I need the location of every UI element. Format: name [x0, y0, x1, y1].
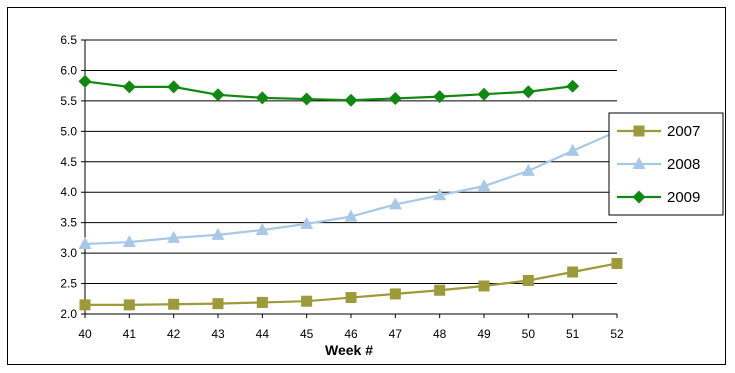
x-tick-label: 44: [256, 327, 270, 341]
series-line-2008: [84, 130, 618, 246]
data-point-2007: [611, 257, 623, 269]
y-tick-label: 2.0: [60, 307, 77, 321]
data-point-2007: [567, 266, 579, 278]
data-point-2008: [78, 236, 92, 249]
legend-marker-2007: [633, 125, 645, 137]
x-axis-title: Week #: [325, 342, 373, 358]
x-tick-label: 52: [610, 327, 624, 341]
x-tick-label: 50: [522, 327, 536, 341]
data-point-2009: [255, 91, 269, 105]
data-point-2008: [211, 227, 225, 240]
data-point-2007: [256, 296, 268, 308]
data-point-2007: [301, 295, 313, 307]
y-tick-label: 4.0: [60, 185, 77, 199]
data-point-2009: [78, 74, 92, 88]
data-point-2008: [167, 230, 181, 243]
legend-label: 2008: [667, 156, 700, 173]
x-tick-label: 47: [389, 327, 403, 341]
legend-marker-2009: [632, 190, 646, 204]
data-point-2009: [344, 93, 358, 107]
y-tick-label: 6.0: [60, 63, 77, 77]
data-point-2009: [388, 91, 402, 105]
data-point-2007: [478, 280, 490, 292]
data-point-2008: [255, 222, 269, 235]
data-point-2008: [521, 163, 535, 176]
gridlines: [85, 39, 617, 315]
y-tick-label: 5.0: [60, 124, 77, 138]
x-tick-label: 51: [566, 327, 580, 341]
y-tick-label: 2.5: [60, 277, 77, 291]
data-point-2007: [522, 275, 534, 287]
legend-marker-2008: [632, 157, 646, 169]
data-point-2007: [79, 299, 91, 311]
x-tick-label: 46: [344, 327, 358, 341]
data-point-2008: [122, 235, 136, 248]
series-line-2009: [84, 80, 573, 102]
x-tick-label: 41: [123, 327, 137, 341]
legend-label: 2009: [667, 189, 700, 206]
data-point-2008: [388, 197, 402, 210]
data-point-2007: [434, 284, 446, 296]
data-point-2007: [212, 298, 224, 310]
data-point-2009: [211, 88, 225, 102]
data-point-2007: [123, 299, 135, 311]
data-point-2009: [167, 80, 181, 94]
data-point-2008: [344, 209, 358, 222]
data-point-2007: [168, 298, 180, 310]
data-point-2009: [433, 90, 447, 104]
x-tick-label: 45: [300, 327, 314, 341]
x-tick-label: 48: [433, 327, 447, 341]
x-tick-label: 40: [78, 327, 92, 341]
data-point-2009: [521, 85, 535, 99]
x-tick-label: 42: [167, 327, 181, 341]
x-tick-label: 49: [477, 327, 491, 341]
data-point-2009: [122, 80, 136, 94]
data-point-2009: [566, 79, 580, 93]
data-point-2008: [433, 188, 447, 201]
y-tick-label: 6.5: [60, 33, 77, 47]
y-tick-label: 4.5: [60, 155, 77, 169]
data-point-2008: [566, 143, 580, 156]
y-tick-label: 3.0: [60, 246, 77, 260]
axes: 2.0 2.5 3.0 3.5 4.0 4.5 5.0 5.5 6.0 6.5 40 41 42 43 44…: [60, 33, 624, 341]
legend: 2007 2008 2009: [608, 112, 724, 216]
series-lines: [78, 74, 624, 311]
data-point-2007: [389, 288, 401, 300]
data-point-2008: [477, 179, 491, 192]
data-point-2007: [345, 292, 357, 304]
x-tick-label: 43: [211, 327, 225, 341]
y-tick-label: 3.5: [60, 216, 77, 230]
data-point-2008: [300, 216, 314, 229]
legend-label: 2007: [667, 123, 700, 140]
data-point-2009: [300, 92, 314, 106]
y-tick-label: 5.5: [60, 94, 77, 108]
data-point-2009: [477, 87, 491, 101]
